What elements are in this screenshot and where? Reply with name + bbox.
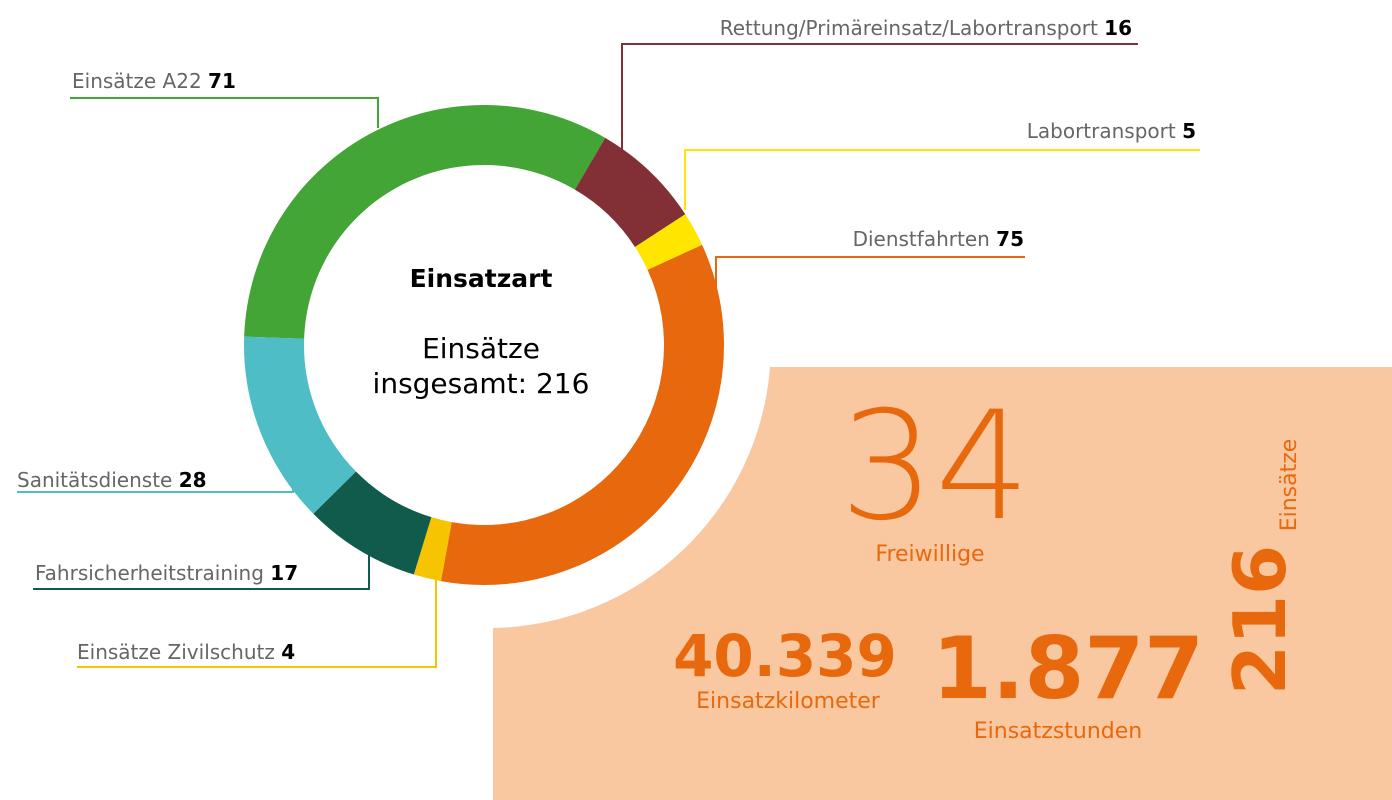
donut-segment: [313, 471, 432, 575]
stats-panel: [493, 367, 1392, 800]
value-label: 75: [996, 227, 1024, 251]
donut-segment: [634, 214, 703, 270]
leader-line: [70, 97, 379, 128]
value-label: 71: [208, 69, 236, 93]
donut-segment: [440, 244, 724, 585]
donut-segment: [574, 137, 686, 247]
leader-line: [684, 149, 1200, 210]
value-label: 5: [1182, 119, 1196, 143]
stat-value: 1.877: [932, 619, 1204, 719]
stat-label: Einsätze: [1277, 439, 1302, 532]
stat-value: 34: [840, 380, 1031, 554]
leader-line: [33, 545, 370, 590]
donut: [244, 105, 724, 585]
stat-value: 216: [1218, 545, 1302, 695]
segment-label: Labortransport 5: [1027, 119, 1196, 143]
category-name: Sanitätsdienste: [17, 468, 172, 492]
stat-label: Einsatzkilometer: [696, 689, 881, 714]
value-label: 16: [1104, 16, 1132, 40]
category-name: Einsätze Zivilschutz: [77, 640, 275, 664]
leader-line: [715, 256, 1025, 295]
chart-title: Einsatzart: [410, 264, 553, 293]
leader-line: [621, 43, 1138, 150]
category-name: Rettung/Primäreinsatz/Labortransport: [720, 16, 1098, 40]
value-label: 4: [281, 640, 295, 664]
stat-label: Freiwillige: [875, 542, 984, 567]
segment-label: Einsätze Zivilschutz 4: [77, 640, 295, 664]
donut-segment: [244, 336, 356, 514]
value-label: 17: [270, 561, 298, 585]
center-text: Einsätze: [422, 332, 540, 365]
donut-segment: [413, 517, 452, 582]
segment-label: Fahrsicherheitstraining 17: [35, 561, 298, 585]
category-name: Einsätze A22: [72, 69, 202, 93]
value-label: 28: [179, 468, 207, 492]
leader-line: [77, 570, 437, 668]
segment-label: Dienstfahrten 75: [853, 227, 1024, 251]
segment-label: Einsätze A22 71: [72, 69, 236, 93]
segment-label: Sanitätsdienste 28: [17, 468, 207, 492]
donut-segment: [244, 105, 606, 339]
category-name: Fahrsicherheitstraining: [35, 561, 264, 585]
segment-label: Rettung/Primäreinsatz/Labortransport 16: [720, 16, 1132, 40]
stat-value: 40.339: [673, 622, 897, 690]
category-name: Dienstfahrten: [853, 227, 990, 251]
center-text: insgesamt: 216: [373, 367, 590, 400]
stat-label: Einsatzstunden: [974, 719, 1143, 744]
leader-line: [17, 475, 294, 493]
category-name: Labortransport: [1027, 119, 1176, 143]
